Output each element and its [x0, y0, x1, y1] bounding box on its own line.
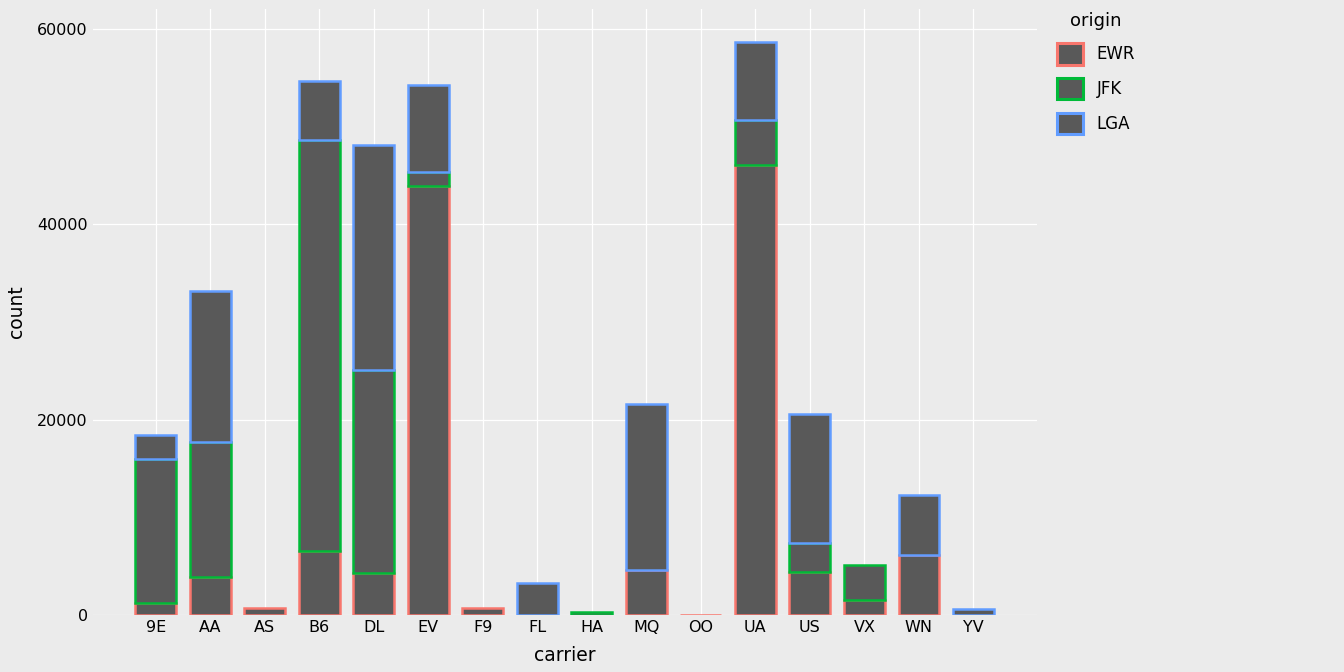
- Bar: [136, 435, 176, 460]
- X-axis label: carrier: carrier: [534, 646, 595, 665]
- Bar: [462, 608, 504, 615]
- Bar: [409, 185, 449, 615]
- Bar: [298, 140, 340, 551]
- Bar: [136, 603, 176, 615]
- Bar: [789, 572, 831, 615]
- Bar: [409, 85, 449, 172]
- Legend: EWR, JFK, LGA: EWR, JFK, LGA: [1050, 5, 1141, 140]
- Bar: [190, 442, 231, 577]
- Bar: [190, 577, 231, 615]
- Bar: [190, 291, 231, 442]
- Bar: [735, 120, 775, 165]
- Bar: [735, 165, 775, 615]
- Bar: [298, 551, 340, 615]
- Bar: [409, 172, 449, 185]
- Bar: [571, 612, 613, 615]
- Bar: [353, 370, 394, 573]
- Bar: [136, 460, 176, 603]
- Bar: [844, 564, 884, 600]
- Bar: [899, 554, 939, 615]
- Bar: [953, 610, 993, 615]
- Bar: [789, 543, 831, 572]
- Bar: [353, 573, 394, 615]
- Bar: [245, 608, 285, 615]
- Bar: [298, 81, 340, 140]
- Bar: [899, 495, 939, 554]
- Bar: [626, 570, 667, 615]
- Bar: [844, 600, 884, 615]
- Bar: [789, 415, 831, 543]
- Bar: [517, 583, 558, 615]
- Bar: [353, 144, 394, 370]
- Bar: [626, 404, 667, 570]
- Y-axis label: count: count: [7, 286, 26, 339]
- Bar: [735, 42, 775, 120]
